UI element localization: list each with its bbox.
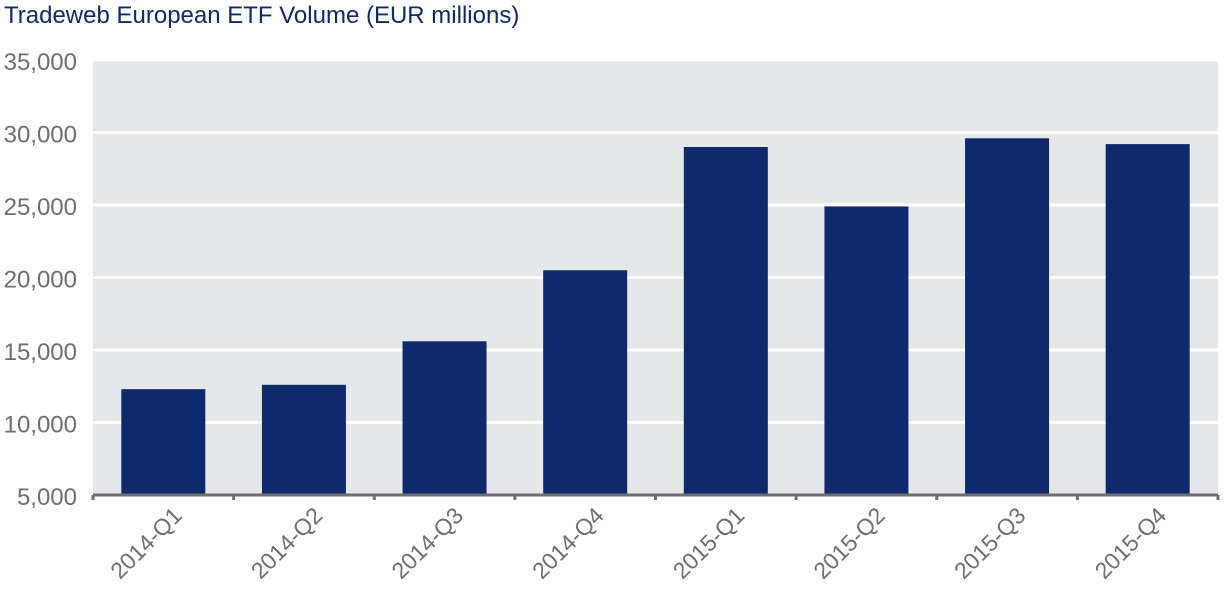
x-tick-label: 2014-Q2 <box>246 502 328 584</box>
y-tick-label: 5,000 <box>17 484 77 511</box>
x-tick-label: 2015-Q4 <box>1090 502 1172 584</box>
x-tick-label: 2015-Q2 <box>808 502 890 584</box>
x-tick-label: 2014-Q4 <box>527 502 609 584</box>
bar <box>965 138 1050 496</box>
bar <box>402 341 487 495</box>
chart-title: Tradeweb European ETF Volume (EUR millio… <box>4 2 520 29</box>
x-tick-label: 2015-Q1 <box>668 502 750 584</box>
bar <box>261 384 346 495</box>
bar <box>121 389 206 495</box>
x-tick-label: 2014-Q3 <box>386 502 468 584</box>
bars <box>121 138 1190 496</box>
x-tick-label: 2015-Q3 <box>949 502 1031 584</box>
bar <box>1105 144 1190 495</box>
bar <box>824 206 909 495</box>
x-axis <box>91 493 1220 500</box>
y-tick-label: 30,000 <box>4 122 77 149</box>
y-tick-label: 10,000 <box>4 412 77 439</box>
y-tick-label: 35,000 <box>4 49 77 76</box>
y-tick-label: 15,000 <box>4 339 77 366</box>
x-tick-label: 2014-Q1 <box>105 502 187 584</box>
bar <box>543 270 628 495</box>
x-axis-tick-labels: 2014-Q1 2014-Q2 2014-Q3 2014-Q4 2015-Q1 2015-… <box>105 502 1171 584</box>
bar <box>683 147 768 495</box>
y-tick-label: 20,000 <box>4 267 77 294</box>
y-tick-label: 25,000 <box>4 194 77 221</box>
y-axis-tick-labels: 5,000 10,000 15,000 20,000 25,000 30,000 35,00… <box>4 49 77 511</box>
